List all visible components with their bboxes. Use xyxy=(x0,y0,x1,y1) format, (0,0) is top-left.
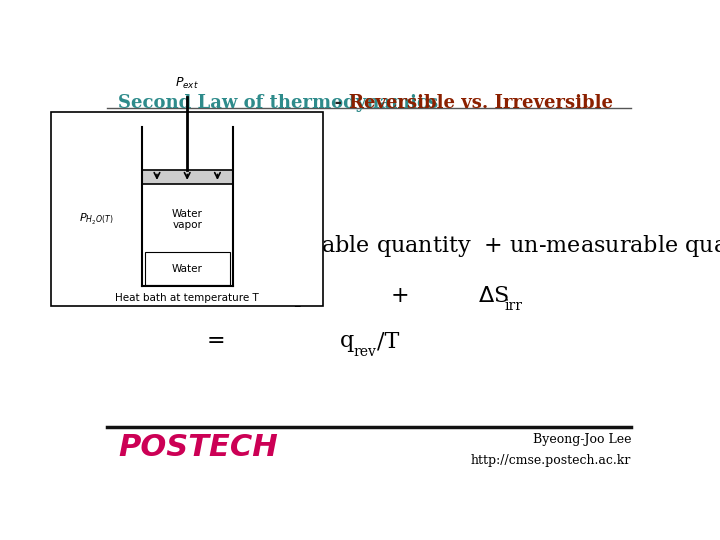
Text: $P_{ext}$: $P_{ext}$ xyxy=(175,76,199,91)
Text: $P_{H_2O(T)}$: $P_{H_2O(T)}$ xyxy=(79,211,114,226)
Text: irr: irr xyxy=(504,299,522,313)
Text: http://cmse.postech.ac.kr: http://cmse.postech.ac.kr xyxy=(471,454,631,467)
Text: =: = xyxy=(206,330,225,352)
Text: Heat bath at temperature T: Heat bath at temperature T xyxy=(115,293,259,303)
Text: =: = xyxy=(206,285,225,307)
Text: -: - xyxy=(322,94,354,112)
Text: POSTECH: POSTECH xyxy=(118,433,278,462)
Text: q/T: q/T xyxy=(287,285,323,307)
Text: $\Delta$S: $\Delta$S xyxy=(478,285,508,307)
Text: Water: Water xyxy=(172,209,202,219)
Text: Byeong-Joo Lee: Byeong-Joo Lee xyxy=(533,433,631,446)
Text: $\Delta$S = measurable quantity  + un-measurable quantity: $\Delta$S = measurable quantity + un-mea… xyxy=(174,233,720,259)
Text: Water: Water xyxy=(172,264,202,274)
Text: rev: rev xyxy=(354,345,377,359)
Text: Reversible vs. Irreversible: Reversible vs. Irreversible xyxy=(349,94,613,112)
Text: vapor: vapor xyxy=(172,220,202,230)
Text: /T: /T xyxy=(377,330,400,352)
Bar xyxy=(142,171,233,184)
Text: Second Law of thermodynamics: Second Law of thermodynamics xyxy=(118,94,438,112)
Text: +: + xyxy=(390,285,409,307)
Text: q: q xyxy=(340,330,354,352)
Bar xyxy=(51,112,323,306)
Bar xyxy=(145,252,230,285)
